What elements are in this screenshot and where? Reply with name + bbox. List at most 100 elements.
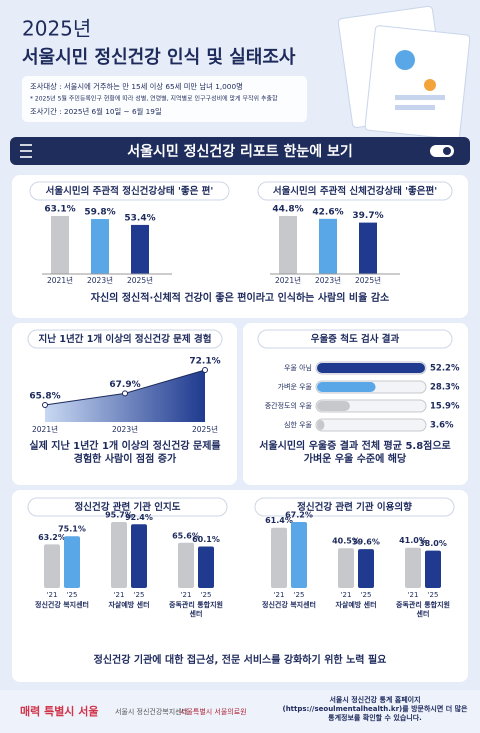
survey-box (22, 76, 307, 122)
x-tick-label: 2025년 (355, 275, 381, 285)
value-label: 67.2% (285, 511, 313, 520)
series-label: '21 (114, 591, 125, 599)
title: 서울시민 정신건강 인식 및 실태조사 (22, 47, 296, 68)
bar (91, 219, 109, 274)
point (202, 367, 208, 373)
x-tick-label: 2023년 (87, 275, 113, 285)
title-pill (257, 181, 453, 201)
series-label: '25 (428, 591, 439, 599)
bar (317, 382, 376, 392)
bar (358, 549, 374, 588)
series-label: '25 (67, 591, 78, 599)
caption: 실제 지난 1년간 1개 이상의 정신건강 문제를 경험한 사람이 점점 증가 (29, 441, 221, 465)
chart-title: 서울시민의 주관적 신체건강상태 '좋은편' (273, 185, 437, 197)
x-tick-label: 2023년 (315, 275, 341, 285)
series-label: '25 (134, 591, 145, 599)
bar (317, 420, 325, 430)
value-label: 39.6% (352, 538, 380, 547)
value-label: 72.1% (189, 357, 220, 367)
category-label: 심한 우울 (284, 420, 313, 429)
value-label: 42.6% (312, 207, 343, 217)
year: 2025년 (22, 17, 91, 41)
x-tick-label-box: 중독관리 통합지원센터 (169, 601, 223, 618)
title-pill (257, 329, 453, 349)
x-tick-label: 2021년 (47, 275, 73, 285)
bar (178, 542, 194, 588)
chart-title: 정신건강 관련 기관 이용의향 (297, 501, 412, 513)
category-label: 가벼운 우울 (278, 382, 313, 391)
bar (291, 522, 307, 588)
track (315, 418, 427, 432)
x-tick-label: 자살예방 센터 (335, 601, 377, 609)
bar (44, 544, 60, 588)
title-pill (254, 497, 455, 517)
bar (64, 536, 80, 588)
x-tick-label-box: 자살예방 센터 (335, 601, 377, 609)
x-tick-label-box: 정신건강 복지센터 (35, 601, 89, 609)
value-label: 44.8% (272, 205, 303, 215)
value-label: 60.1% (192, 535, 220, 544)
caption: 서울시민의 우울증 결과 전체 평균 5.8점으로 가벼운 우울 수준에 해당 (259, 441, 451, 465)
series-label: '21 (341, 591, 352, 599)
x-tick-label: 2021년 (275, 275, 301, 285)
bar (271, 527, 287, 588)
point (42, 402, 48, 408)
logo: 서울시 정신건강복지센터 (115, 707, 188, 716)
value-label: 95.7% (105, 511, 133, 520)
value-label: 15.9% (430, 402, 460, 412)
chart-title: 지난 1년간 1개 이상의 정신건강 문제 경험 (39, 333, 212, 345)
x-tick-label: 2025년 (127, 275, 153, 285)
bar (425, 550, 441, 588)
value-label: 59.8% (84, 208, 115, 218)
series-label: '25 (361, 591, 372, 599)
value-label: 63.2% (38, 533, 66, 542)
panel (12, 490, 468, 682)
logo: 서울특별시 서울의료원 (180, 707, 247, 716)
value-label: 53.4% (124, 213, 155, 223)
x-tick-label-box: 자살예방 센터 (108, 601, 149, 609)
title-pill (29, 181, 230, 201)
paper-illustration (337, 5, 471, 140)
bar (359, 222, 377, 274)
x-tick-label-box: 중독관리 통합지원센터 (396, 601, 450, 619)
bar (317, 401, 350, 411)
survey-target: 조사대상 : 서울시에 거주하는 만 15세 이상 65세 미만 남녀 1,00… (30, 82, 243, 91)
survey-note: * 2025년 5월 주민등록인구 현황에 따라 성별, 연령별, 지역별로 인… (30, 95, 278, 103)
bar (131, 224, 149, 274)
caption-box: 실제 지난 1년간 1개 이상의 정신건강 문제를 경험한 사람이 점점 증가 (29, 441, 221, 465)
x-tick-label: 2023년 (112, 424, 138, 434)
series-label: '21 (181, 591, 192, 599)
title-pill (27, 497, 228, 517)
bar (51, 216, 69, 274)
bar (198, 546, 214, 588)
value-label: 52.2% (430, 364, 460, 374)
value-label: 28.3% (430, 383, 460, 393)
series-label: '21 (47, 591, 58, 599)
value-label: 67.9% (109, 380, 140, 390)
bar (111, 522, 127, 588)
logo: 매력 특별시 서울 (20, 704, 99, 718)
chart-title: 우울증 척도 검사 결과 (311, 333, 400, 345)
x-tick-label: 2021년 (32, 424, 58, 434)
survey-period: 조사기간 : 2025년 6월 10일 ~ 6월 19일 (30, 107, 162, 116)
x-tick-label: 정신건강 복지센터 (35, 601, 89, 609)
value-label: 39.7% (352, 211, 383, 221)
x-tick-label: 2025년 (192, 424, 218, 434)
value-label: 41.0% (399, 536, 427, 545)
x-tick-label: 중독관리 통합지원센터 (396, 601, 450, 619)
banner (10, 137, 470, 165)
value-label: 65.8% (29, 392, 60, 402)
footer-text-box: 서울시 정신건강 통계 홈페이지(https://seoulmentalheal… (283, 696, 468, 722)
bar (319, 218, 337, 274)
series-label: '25 (294, 591, 305, 599)
panel (12, 175, 468, 318)
value-label: 61.4% (265, 516, 293, 525)
value-label: 63.1% (44, 205, 75, 215)
series-label: '21 (408, 591, 419, 599)
bar (279, 216, 297, 274)
footer-band (0, 690, 480, 733)
banner-title: 서울시민 정신건강 리포트 한눈에 보기 (127, 143, 353, 160)
caption: 정신건강 기관에 대한 접근성, 전문 서비스를 강화하기 위한 노력 필요 (94, 653, 387, 666)
title-pill (27, 329, 223, 349)
